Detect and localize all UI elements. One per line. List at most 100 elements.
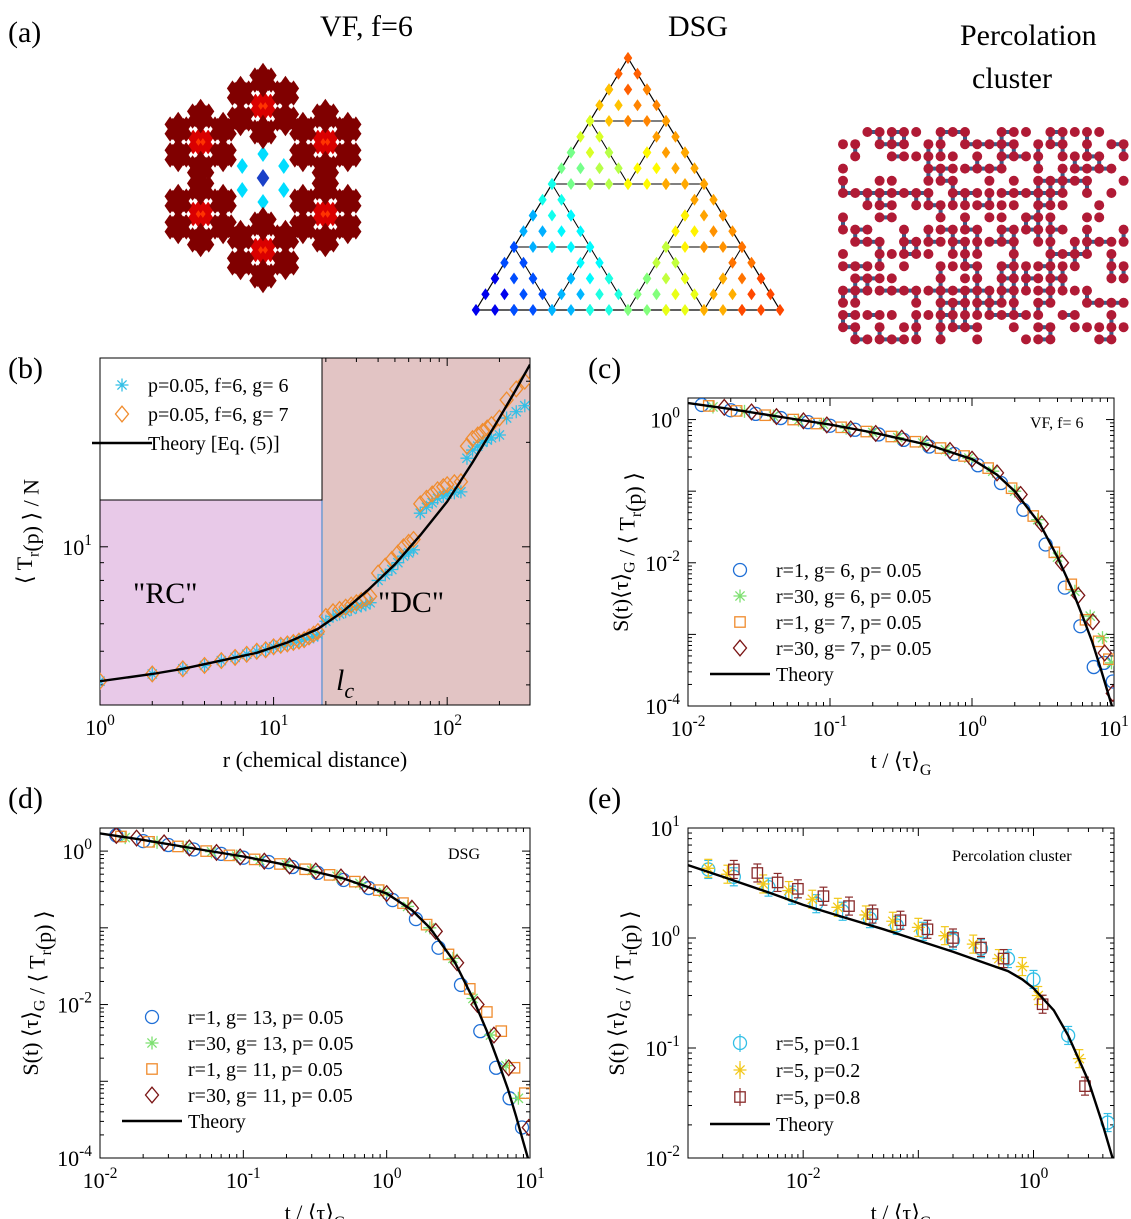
dsg-node xyxy=(671,130,680,143)
percolation-site xyxy=(984,175,995,186)
percolation-site xyxy=(850,310,861,320)
data-point xyxy=(744,403,759,421)
percolation-site xyxy=(911,236,922,247)
vf-node xyxy=(225,142,237,159)
vf-node xyxy=(243,89,255,106)
dsg-node xyxy=(547,241,557,253)
dsg-node xyxy=(642,304,652,316)
percolation-site xyxy=(960,127,970,137)
percolation-site xyxy=(838,212,848,223)
percolation-site xyxy=(862,334,873,345)
percolation-site xyxy=(1082,249,1092,259)
percolation-site xyxy=(1033,175,1044,186)
percolation-site xyxy=(911,334,922,345)
percolation-site xyxy=(935,224,946,235)
x-tick-label: 101 xyxy=(1099,713,1129,741)
dsg-node xyxy=(680,304,690,316)
percolation-site xyxy=(1082,188,1092,198)
percolation-site xyxy=(874,139,885,150)
percolation-site xyxy=(1008,261,1019,272)
data-point xyxy=(938,929,952,943)
percolation-site xyxy=(886,139,897,150)
rc-label: "RC" xyxy=(133,577,198,610)
percolation-site xyxy=(1082,224,1092,235)
data-point xyxy=(209,843,224,862)
vf-node xyxy=(226,89,239,106)
data-point xyxy=(866,908,879,920)
data-point xyxy=(989,464,1005,482)
dsg-node xyxy=(595,256,604,269)
dsg-node xyxy=(633,288,642,301)
percolation-site xyxy=(886,188,897,198)
percolation-site xyxy=(935,273,946,284)
data-point xyxy=(470,426,486,444)
percolation-site xyxy=(1033,224,1044,235)
dsg-node xyxy=(661,304,671,316)
percolation-site xyxy=(1069,163,1080,174)
vf-node xyxy=(297,130,309,147)
percolation-site xyxy=(886,212,897,223)
percolation-site xyxy=(911,200,922,211)
dsg-node xyxy=(661,178,671,190)
data-point xyxy=(1104,656,1114,670)
dsg-node xyxy=(652,130,661,143)
dsg-node xyxy=(566,209,576,222)
vf-node xyxy=(334,188,346,205)
data-point xyxy=(1061,1028,1076,1043)
data-point xyxy=(915,924,931,939)
dsg-node xyxy=(642,178,652,190)
x-tick-label: 10-2 xyxy=(786,1165,821,1193)
percolation-site xyxy=(1021,127,1031,137)
data-point xyxy=(771,876,784,889)
percolation-site xyxy=(899,224,909,235)
percolation-site xyxy=(886,273,897,284)
percolation-site xyxy=(874,127,885,137)
x-tick-label: 100 xyxy=(1019,1165,1049,1193)
data-point xyxy=(344,602,358,616)
vf-node xyxy=(264,237,277,254)
dsg-node xyxy=(614,288,623,301)
data-point xyxy=(919,434,935,453)
legend-label: r=5, p=0.2 xyxy=(776,1060,860,1082)
vf-node xyxy=(311,175,323,192)
percolation-site xyxy=(1094,127,1105,137)
vf-node xyxy=(327,164,340,181)
dsg-node xyxy=(614,162,623,175)
panel-b-letter: (b) xyxy=(8,352,43,385)
legend-marker xyxy=(734,616,746,628)
percolation-site xyxy=(1008,151,1019,162)
percolation-site xyxy=(947,224,958,235)
percolation-site xyxy=(886,334,897,345)
data-point xyxy=(447,486,461,500)
vf-node xyxy=(164,142,176,159)
data-point xyxy=(144,665,160,683)
percolation-site xyxy=(960,261,970,272)
legend-marker xyxy=(145,1036,159,1050)
vf-node xyxy=(287,233,300,250)
axes-box xyxy=(99,827,531,1159)
data-point xyxy=(817,890,830,903)
percolation-site xyxy=(1082,297,1092,308)
legend-label: r=1, g= 13, p= 0.05 xyxy=(188,1007,344,1029)
dsg-node xyxy=(652,162,661,175)
data-point xyxy=(420,918,433,931)
percolation-site xyxy=(923,151,934,162)
vf-node xyxy=(279,245,292,262)
dsg-node xyxy=(699,178,709,190)
rc-region xyxy=(100,500,322,705)
dsg-node xyxy=(528,304,538,316)
vf-node xyxy=(342,183,354,200)
dsg-node xyxy=(595,162,604,175)
percolation-site xyxy=(886,151,897,162)
vf-node xyxy=(289,125,301,142)
percolation-site xyxy=(1033,322,1044,333)
vf-node xyxy=(278,158,290,174)
vf-node xyxy=(271,106,283,123)
dsg-edge xyxy=(665,246,743,311)
dsg-node xyxy=(718,241,728,253)
percolation-site xyxy=(1045,212,1056,223)
percolation-site xyxy=(1057,151,1068,162)
percolation-site xyxy=(1057,139,1068,150)
percolation-site xyxy=(1033,285,1044,296)
vf-node xyxy=(243,259,255,276)
